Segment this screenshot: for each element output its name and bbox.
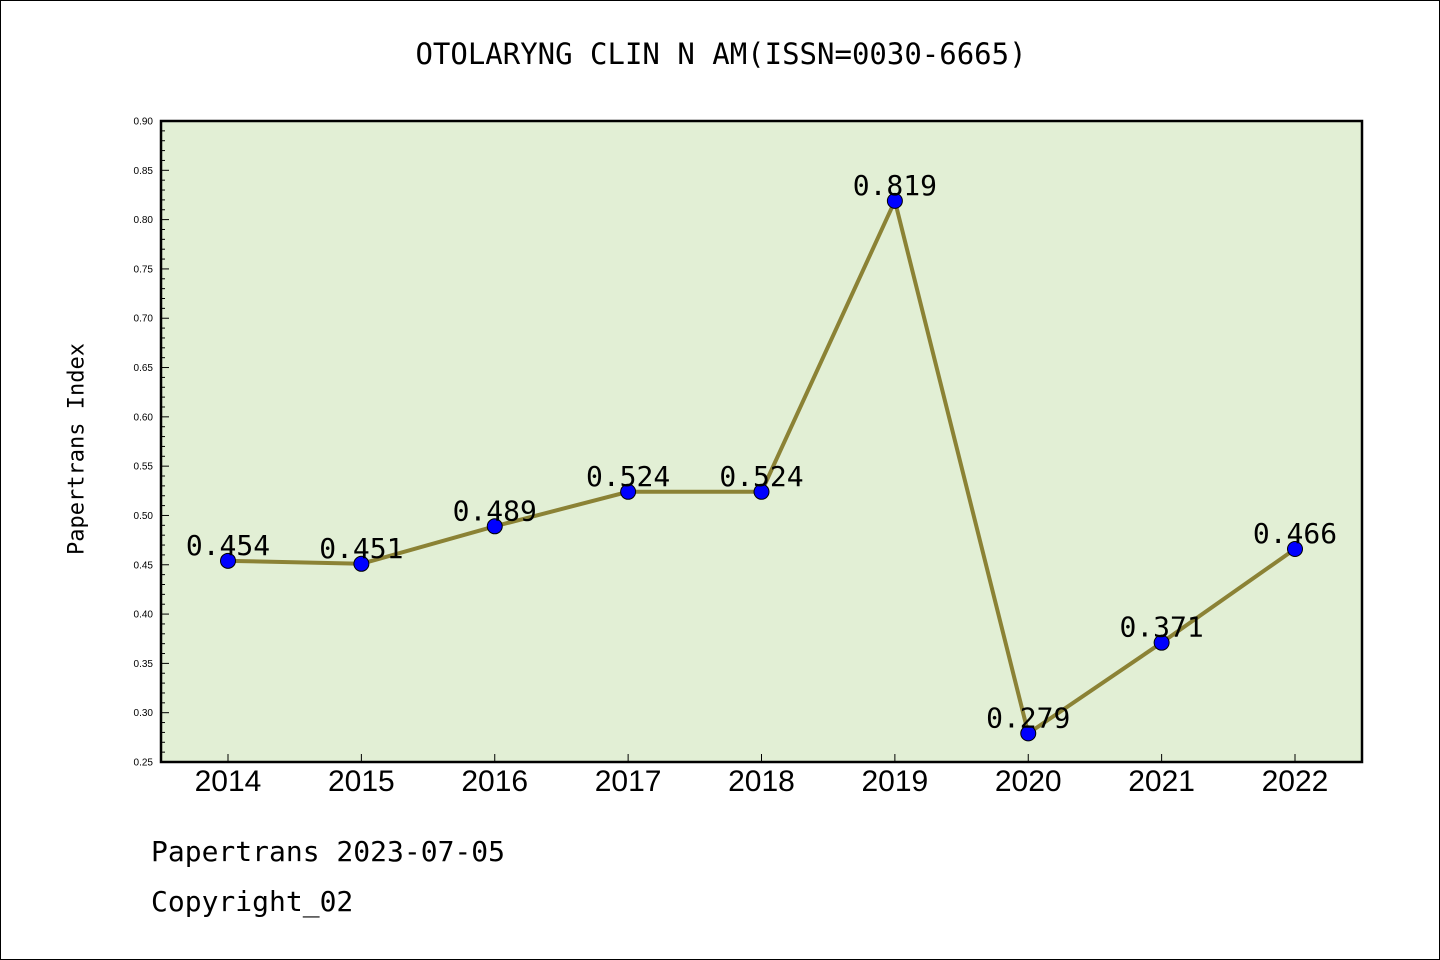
data-label: 0.451	[319, 532, 403, 565]
data-point	[753, 483, 770, 500]
x-axis-ticks: 2014 2015 2016 2017 2018 2019 2020 2021 2022	[195, 754, 1329, 798]
data-labels-group: 0.454 0.451 0.489 0.524 0.524 0.819 0.279 0.371…	[186, 169, 1337, 735]
plot-area	[161, 121, 1362, 762]
y-tick-label: 0.50	[134, 511, 154, 522]
y-axis-ticks: 0.25 0.30 0.35 0.40 0.45 0.50 0.55 0.60 0.65 0.70…	[134, 117, 169, 769]
x-tick-label: 2021	[1128, 765, 1195, 798]
data-point	[486, 518, 503, 535]
y-tick-label: 0.40	[134, 610, 154, 621]
x-tick-label: 2018	[728, 765, 795, 798]
data-label: 0.466	[1253, 517, 1337, 550]
y-tick-label: 0.45	[134, 560, 154, 571]
y-tick-label: 0.35	[134, 659, 154, 670]
data-point	[1287, 540, 1303, 557]
data-point	[220, 552, 236, 569]
data-label: 0.454	[186, 529, 270, 562]
y-tick-label: 0.60	[134, 412, 154, 423]
data-label: 0.371	[1119, 611, 1203, 644]
y-tick-label: 0.90	[134, 117, 154, 128]
y-tick-label: 0.30	[134, 708, 154, 719]
x-tick-label: 2016	[461, 765, 528, 798]
data-label: 0.524	[586, 460, 670, 493]
data-point	[1020, 725, 1037, 742]
footer-date: Papertrans 2023-07-05	[151, 835, 506, 868]
y-tick-label: 0.25	[134, 758, 154, 769]
y-tick-label: 0.70	[134, 314, 154, 325]
data-label: 0.819	[853, 169, 937, 202]
data-label: 0.279	[986, 701, 1070, 734]
series-group	[220, 192, 1303, 742]
y-tick-label: 0.65	[134, 363, 154, 374]
x-tick-label: 2022	[1262, 765, 1329, 798]
y-tick-label: 0.75	[134, 264, 154, 275]
x-tick-label: 2017	[595, 765, 662, 798]
y-tick-label: 0.80	[134, 215, 154, 226]
x-tick-label: 2015	[328, 765, 395, 798]
x-tick-label: 2019	[862, 765, 929, 798]
plot-border	[159, 119, 1364, 764]
y-tick-label: 0.55	[134, 462, 154, 473]
data-point	[886, 192, 903, 209]
chart-title: OTOLARYNG CLIN N AM(ISSN=0030-6665)	[415, 37, 1027, 71]
x-tick-label: 2020	[995, 765, 1062, 798]
footer-copyright: Copyright_02	[151, 885, 354, 918]
y-tick-label: 0.85	[134, 166, 154, 177]
x-tick-label: 2014	[195, 765, 262, 798]
data-point	[620, 483, 637, 500]
data-label: 0.524	[719, 460, 803, 493]
data-point	[1153, 634, 1170, 651]
data-point	[353, 555, 370, 572]
data-label: 0.489	[453, 494, 537, 527]
